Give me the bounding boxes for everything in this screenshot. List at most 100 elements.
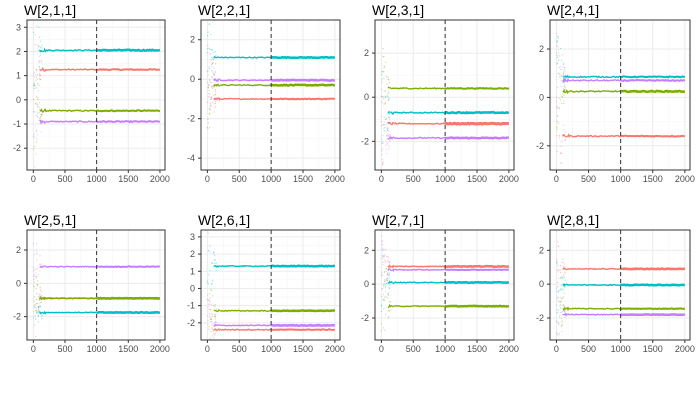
burn-in-point xyxy=(213,103,215,105)
burn-in-point xyxy=(556,96,558,98)
trace-line-post xyxy=(445,268,510,272)
burn-in-point xyxy=(386,95,388,97)
burn-in-point xyxy=(36,259,38,261)
burn-in-point xyxy=(39,36,41,38)
burn-in-point xyxy=(387,133,389,135)
burn-in-point xyxy=(388,274,390,276)
burn-in-point xyxy=(34,34,36,36)
trace-line-post xyxy=(270,83,336,87)
burn-in-point xyxy=(387,309,390,311)
burn-in-point xyxy=(384,96,387,99)
burn-in-point xyxy=(388,82,391,84)
burn-in-point xyxy=(383,71,385,73)
burn-in-point xyxy=(37,49,39,51)
burn-in-point xyxy=(559,47,562,49)
burn-in-point xyxy=(388,287,390,289)
burn-in-point xyxy=(37,273,39,276)
burn-in-point xyxy=(384,259,386,261)
burn-in-point xyxy=(37,306,39,308)
burn-in-point xyxy=(562,277,564,280)
trace-line-post xyxy=(270,55,336,60)
burn-in-point xyxy=(207,283,210,285)
x-tick-label: 0 xyxy=(554,344,559,354)
burn-in-point xyxy=(561,320,563,322)
trace-line-early xyxy=(562,89,570,95)
burn-in-point xyxy=(211,282,213,285)
burn-in-point xyxy=(386,153,388,155)
burn-in-point xyxy=(385,123,388,125)
burn-in-point xyxy=(560,68,562,71)
burn-in-point xyxy=(562,140,564,142)
burn-in-point xyxy=(35,125,37,127)
burn-in-point xyxy=(385,279,387,281)
burn-in-point xyxy=(387,135,390,137)
burn-in-point xyxy=(386,113,388,115)
burn-in-point xyxy=(213,333,215,335)
x-tick-label: 500 xyxy=(406,344,421,354)
burn-in-point xyxy=(389,139,391,142)
trace-line-post xyxy=(444,280,509,285)
burn-in-point xyxy=(558,59,560,61)
series-trace xyxy=(33,269,161,317)
trace-panel: W[2,2,1] 0 500 1000 1500 2000 -4 -2 0 2 xyxy=(187,2,345,184)
burn-in-point xyxy=(382,71,384,73)
burn-in-point xyxy=(208,96,210,98)
burn-in-point xyxy=(210,318,212,320)
series-trace xyxy=(555,32,686,122)
burn-in-point xyxy=(557,292,559,294)
burn-in-point xyxy=(563,88,565,90)
burn-in-point xyxy=(387,127,389,129)
burn-in-point xyxy=(208,328,210,330)
burn-in-point xyxy=(557,300,559,303)
burn-in-point xyxy=(558,277,560,279)
burn-in-point xyxy=(388,261,391,263)
burn-in-point xyxy=(556,32,558,35)
burn-in-point xyxy=(211,69,213,72)
burn-in-point xyxy=(36,129,38,131)
burn-in-point xyxy=(34,315,36,317)
burn-in-point xyxy=(556,281,559,284)
burn-in-point xyxy=(388,315,390,317)
burn-in-point xyxy=(36,44,38,46)
burn-in-point xyxy=(387,88,389,90)
burn-in-point xyxy=(563,263,565,265)
series-trace xyxy=(555,96,686,164)
trace-line xyxy=(393,281,446,284)
x-tick-label: 1000 xyxy=(87,344,107,354)
burn-in-point xyxy=(210,97,212,99)
burn-in-point xyxy=(383,130,385,132)
burn-in-point xyxy=(37,321,39,323)
burn-in-point xyxy=(559,314,561,317)
burn-in-point xyxy=(35,335,37,338)
burn-in-point xyxy=(214,71,216,74)
burn-in-point xyxy=(39,305,41,307)
burn-in-point xyxy=(383,280,386,282)
burn-in-point xyxy=(556,241,559,243)
y-tick-label: 0 xyxy=(364,279,369,289)
burn-in-point xyxy=(388,98,390,100)
burn-in-point xyxy=(38,106,40,108)
trace-line xyxy=(569,313,621,316)
burn-in-point xyxy=(386,138,388,140)
burn-in-point xyxy=(563,305,565,307)
burn-in-point xyxy=(39,263,41,265)
burn-in-point xyxy=(559,316,561,318)
trace-line xyxy=(393,122,446,125)
trace-line-post xyxy=(271,328,336,332)
burn-in-point xyxy=(558,269,560,271)
burn-in-point xyxy=(380,304,383,306)
burn-in-point xyxy=(215,314,217,316)
burn-in-point xyxy=(555,135,558,137)
series-trace xyxy=(380,47,510,126)
burn-in-point xyxy=(560,296,562,298)
burn-in-point xyxy=(40,295,43,297)
burn-in-point xyxy=(386,83,388,85)
burn-in-point xyxy=(37,112,39,114)
burn-in-point xyxy=(385,268,387,270)
burn-in-point xyxy=(563,306,565,308)
burn-in-point xyxy=(382,298,384,300)
burn-in-point xyxy=(35,115,37,117)
burn-in-point xyxy=(384,103,386,105)
burn-in-point xyxy=(214,258,216,261)
burn-in-point xyxy=(212,304,214,306)
